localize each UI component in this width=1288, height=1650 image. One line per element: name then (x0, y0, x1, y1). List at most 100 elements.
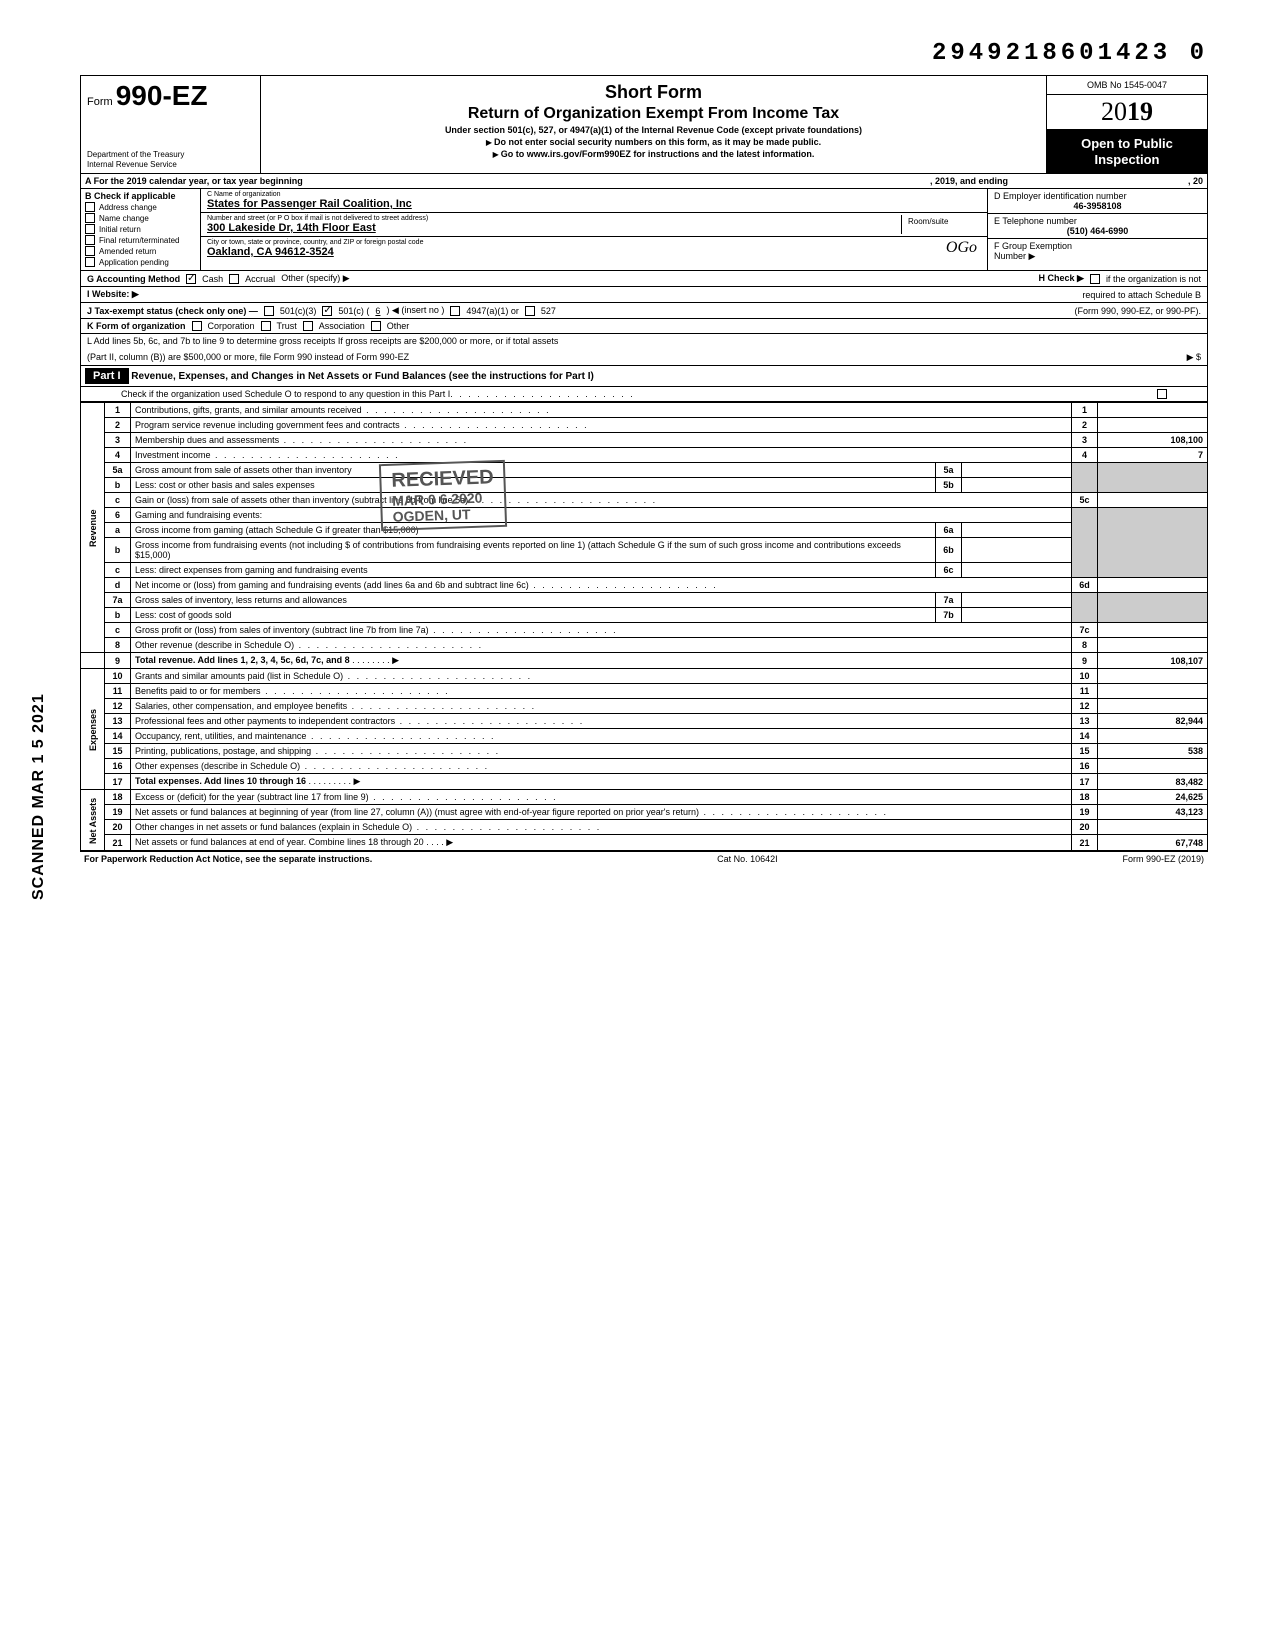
j-4947-lbl: 4947(a)(1) or (466, 306, 519, 316)
line-k: K Form of organization Corporation Trust… (80, 319, 1208, 334)
chk-cash[interactable] (186, 274, 196, 284)
amt-5b (962, 478, 1072, 493)
amt-7c (1098, 623, 1208, 638)
amt-6d (1098, 578, 1208, 593)
line-a-mid: , 2019, and ending (930, 176, 1008, 186)
amt-8 (1098, 638, 1208, 653)
desc-7a: Gross sales of inventory, less returns a… (131, 593, 936, 608)
j-501c-lbl: 501(c) ( (338, 306, 369, 316)
num-3: 3 (105, 433, 131, 448)
chk-address-change[interactable]: Address change (85, 202, 196, 212)
sub3-text: Go to www.irs.gov/Form990EZ for instruct… (501, 149, 815, 159)
desc-6: Gaming and fundraising events: (131, 508, 1072, 523)
amt-17: 83,482 (1098, 774, 1208, 790)
num-5b: b (105, 478, 131, 493)
box-5b: 5b (936, 478, 962, 493)
amt-16 (1098, 759, 1208, 774)
num-6d: d (105, 578, 131, 593)
desc-3: Membership dues and assessments (131, 433, 1072, 448)
desc-13: Professional fees and other payments to … (131, 714, 1072, 729)
num-16: 16 (105, 759, 131, 774)
l-label1: L Add lines 5b, 6c, and 7b to line 9 to … (87, 336, 558, 346)
desc-5a: Gross amount from sale of assets other t… (131, 463, 936, 478)
line-9: 9 Total revenue. Add lines 1, 2, 3, 4, 5… (81, 653, 1208, 669)
j-501c-after: ) ◀ (insert no ) (386, 305, 444, 316)
footer: For Paperwork Reduction Act Notice, see … (80, 851, 1208, 866)
checkbox-icon[interactable] (85, 213, 95, 223)
line-a-right: , 20 (1188, 176, 1203, 186)
chk-501c3[interactable] (264, 306, 274, 316)
h-text3: (Form 990, 990-EZ, or 990-PF). (1074, 306, 1201, 316)
header-left: Form 990-EZ Department of the Treasury I… (81, 76, 261, 173)
amt-6b (962, 538, 1072, 563)
chk-final-return[interactable]: Final return/terminated (85, 235, 196, 245)
num-1: 1 (105, 403, 131, 418)
checkbox-icon[interactable] (85, 257, 95, 267)
chk-other[interactable] (371, 321, 381, 331)
chk-corp[interactable] (192, 321, 202, 331)
box-15: 15 (1072, 744, 1098, 759)
box-9: 9 (1072, 653, 1098, 669)
chk-h[interactable] (1090, 274, 1100, 284)
chk-4947[interactable] (450, 306, 460, 316)
year-prefix: 20 (1101, 97, 1127, 126)
checkbox-icon[interactable] (85, 246, 95, 256)
g-cash-lbl: Cash (202, 274, 223, 284)
amt-19: 43,123 (1098, 805, 1208, 820)
chk-lbl-4: Amended return (99, 247, 156, 256)
checkbox-icon[interactable] (85, 224, 95, 234)
line-21: 21 Net assets or fund balances at end of… (81, 835, 1208, 851)
checkbox-icon[interactable] (85, 202, 95, 212)
chk-application-pending[interactable]: Application pending (85, 257, 196, 267)
h-text2: required to attach Schedule B (1082, 290, 1201, 300)
num-5a: 5a (105, 463, 131, 478)
desc-6a: Gross income from gaming (attach Schedul… (131, 523, 936, 538)
box-8: 8 (1072, 638, 1098, 653)
grp-label2: Number ▶ (994, 251, 1035, 261)
line-20: 20 Other changes in net assets or fund b… (81, 820, 1208, 835)
line-13: 13 Professional fees and other payments … (81, 714, 1208, 729)
h-text1: if the organization is not (1106, 274, 1201, 284)
chk-initial-return[interactable]: Initial return (85, 224, 196, 234)
g-other-lbl: Other (specify) ▶ (281, 273, 349, 284)
box-10: 10 (1072, 669, 1098, 684)
chk-amended-return[interactable]: Amended return (85, 246, 196, 256)
city-row: City or town, state or province, country… (201, 237, 987, 260)
side-revenue: Revenue (81, 403, 105, 653)
k-assoc-lbl: Association (319, 321, 365, 331)
l-arrow: ▶ $ (409, 352, 1201, 363)
chk-lbl-2: Initial return (99, 225, 141, 234)
info-block: B Check if applicable Address change Nam… (80, 189, 1208, 271)
amt-2 (1098, 418, 1208, 433)
checkbox-icon[interactable] (85, 235, 95, 245)
k-trust-lbl: Trust (277, 321, 297, 331)
num-4: 4 (105, 448, 131, 463)
desc-1: Contributions, gifts, grants, and simila… (131, 403, 1072, 418)
chk-527[interactable] (525, 306, 535, 316)
line-7a: 7a Gross sales of inventory, less return… (81, 593, 1208, 608)
ein-row: D Employer identification number 46-3958… (988, 189, 1207, 214)
form-number: Form 990-EZ (87, 80, 254, 112)
part1-title: Revenue, Expenses, and Changes in Net As… (131, 371, 594, 382)
chk-assoc[interactable] (303, 321, 313, 331)
line-14: 14 Occupancy, rent, utilities, and maint… (81, 729, 1208, 744)
num-5c: c (105, 493, 131, 508)
chk-trust[interactable] (261, 321, 271, 331)
num-9: 9 (105, 653, 131, 669)
addr-label: Number and street (or P O box if mail is… (207, 215, 901, 222)
desc-19: Net assets or fund balances at beginning… (131, 805, 1072, 820)
chk-501c[interactable] (322, 306, 332, 316)
desc-17-b: Total expenses. Add lines 10 through 16 (135, 776, 306, 786)
line-17: 17 Total expenses. Add lines 10 through … (81, 774, 1208, 790)
line-l: L Add lines 5b, 6c, and 7b to line 9 to … (80, 334, 1208, 366)
tel-value: (510) 464-6990 (994, 226, 1201, 236)
line-7c: c Gross profit or (loss) from sales of i… (81, 623, 1208, 638)
chk-name-change[interactable]: Name change (85, 213, 196, 223)
num-2: 2 (105, 418, 131, 433)
chk-schedule-o[interactable] (1157, 389, 1167, 399)
footer-right: Form 990-EZ (2019) (1122, 854, 1204, 864)
box-6b: 6b (936, 538, 962, 563)
box-7a: 7a (936, 593, 962, 608)
shade-6 (1072, 508, 1098, 578)
chk-accrual[interactable] (229, 274, 239, 284)
